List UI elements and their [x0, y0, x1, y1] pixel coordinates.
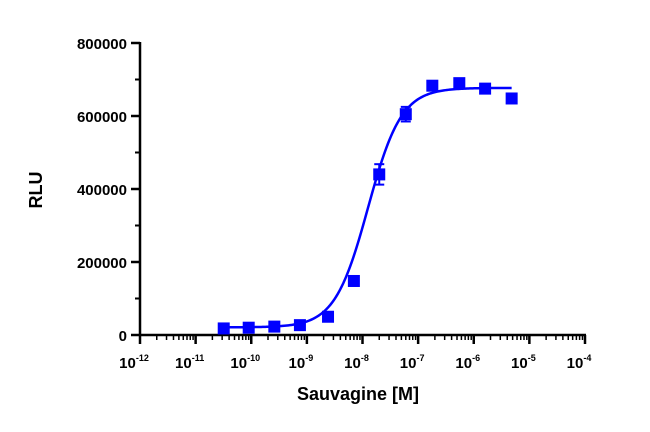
x-tick-label: 10-10	[230, 353, 260, 372]
data-point	[373, 168, 386, 181]
data-point	[399, 108, 412, 121]
y-tick-label: 0	[119, 328, 127, 345]
y-axis: 0 200000 400000 600000 800000	[77, 36, 142, 345]
x-tick-label: 10-9	[289, 353, 314, 372]
x-tick-label: 10-6	[455, 353, 480, 372]
data-point	[479, 82, 492, 95]
data-point	[217, 322, 230, 335]
x-axis-label: Sauvagine [M]	[297, 384, 419, 404]
x-tick-label: 10-5	[511, 353, 536, 372]
data-point	[293, 319, 306, 332]
data-point	[322, 310, 335, 323]
data-point	[242, 321, 255, 334]
x-tick-label: 10-4	[567, 353, 592, 372]
y-tick-label: 600000	[77, 109, 127, 126]
x-tick-label: 10-8	[344, 353, 369, 372]
data-point	[347, 274, 360, 287]
x-tick-label: 10-7	[400, 353, 425, 372]
fit-curve-layer	[223, 86, 512, 329]
data-point	[268, 320, 281, 333]
y-tick-label: 400000	[77, 182, 127, 199]
data-point	[426, 79, 439, 92]
x-tick-label: 10-11	[175, 353, 204, 372]
y-axis-label: RLU	[26, 172, 46, 209]
fit-curve	[223, 86, 512, 329]
y-tick-label: 200000	[77, 255, 127, 272]
x-tick-label: 10-12	[119, 353, 149, 372]
data-point	[505, 92, 518, 105]
x-axis: 10-12 10-11 10-10 10-9 10-8 10-7 10-6 10-5 10-4	[119, 333, 592, 372]
data-points-layer	[217, 77, 518, 335]
y-tick-label: 800000	[77, 36, 127, 53]
data-point	[453, 77, 466, 90]
